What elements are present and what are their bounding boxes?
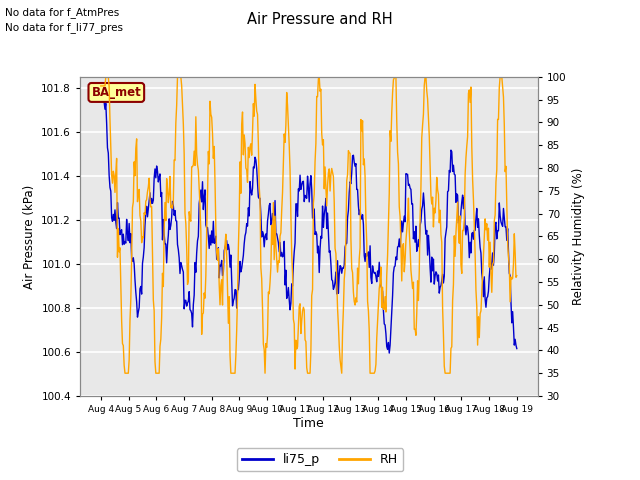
- Legend: li75_p, RH: li75_p, RH: [237, 448, 403, 471]
- Text: Air Pressure and RH: Air Pressure and RH: [247, 12, 393, 27]
- Y-axis label: Relativity Humidity (%): Relativity Humidity (%): [572, 168, 585, 305]
- Text: BA_met: BA_met: [92, 86, 141, 99]
- Y-axis label: Air Pressure (kPa): Air Pressure (kPa): [22, 184, 36, 288]
- Text: No data for f_AtmPres: No data for f_AtmPres: [5, 7, 120, 18]
- X-axis label: Time: Time: [293, 417, 324, 430]
- Text: No data for f_li77_pres: No data for f_li77_pres: [5, 22, 123, 33]
